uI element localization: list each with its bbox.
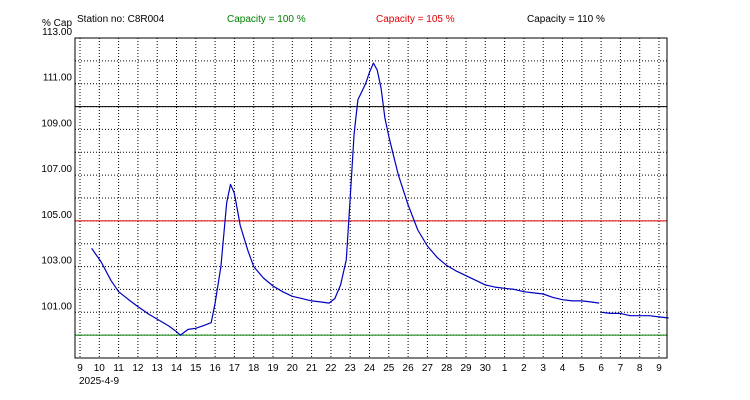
x-tick-label: 5 [579, 363, 585, 374]
x-tick-label: 25 [383, 363, 395, 374]
y-tick-label: 101.00 [41, 301, 72, 312]
series [91, 62, 669, 336]
x-tick-label: 2 [521, 363, 527, 374]
x-tick-label: 16 [210, 363, 222, 374]
legend-capacity-100: Capacity = 100 % [227, 14, 306, 25]
series-line [601, 311, 669, 319]
x-tick-label: 9 [77, 363, 83, 374]
x-tick-label: 11 [113, 363, 124, 374]
station-label: Station no: C8R004 [77, 14, 165, 25]
x-tick-label: 27 [422, 363, 434, 374]
y-axis-label: % Cap [42, 18, 72, 29]
x-tick-label: 26 [403, 363, 415, 374]
x-tick-label: 28 [441, 363, 453, 374]
x-tick-label: 14 [171, 363, 183, 374]
y-ticks: 113.00 111.00 109.00 107.00 105.00 103.00 101.… [41, 27, 72, 312]
x-tick-label: 13 [152, 363, 164, 374]
x-tick-label: 21 [306, 363, 318, 374]
x-tick-label: 1 [502, 363, 508, 374]
y-tick-label: 103.00 [41, 256, 72, 267]
x-ticks: 9 10 11 12 13 14 15 16 17 18 19 20 21 22 23 24 25 26 27 28 2… [77, 363, 662, 374]
y-tick-label: 113.00 [42, 27, 72, 38]
x-tick-label: 15 [190, 363, 202, 374]
x-tick-label: 23 [345, 363, 357, 374]
x-tick-label: 10 [94, 363, 106, 374]
series-line [91, 62, 600, 336]
x-tick-label: 4 [560, 363, 566, 374]
x-tick-label: 24 [364, 363, 376, 374]
x-tick-label: 8 [637, 363, 643, 374]
y-tick-label: 111.00 [43, 73, 73, 84]
y-tick-label: 107.00 [41, 164, 72, 175]
date-label: 2025-4-9 [79, 376, 119, 387]
y-tick-label: 105.00 [41, 210, 72, 221]
x-tick-label: 19 [267, 363, 279, 374]
x-tick-label: 30 [480, 363, 492, 374]
plot-frame [74, 37, 668, 359]
legend-capacity-105: Capacity = 105 % [376, 14, 455, 25]
x-tick-label: 20 [287, 363, 299, 374]
x-tick-label: 18 [248, 363, 260, 374]
reference-lines [75, 106, 667, 336]
x-tick-label: 6 [598, 363, 604, 374]
x-tick-label: 9 [656, 363, 662, 374]
x-tick-label: 17 [229, 363, 241, 374]
legend-capacity-110: Capacity = 110 % [527, 14, 605, 25]
x-tick-label: 29 [460, 363, 472, 374]
x-tick-label: 7 [618, 363, 624, 374]
x-tick-label: 3 [540, 363, 546, 374]
x-tick-label: 12 [132, 363, 144, 374]
x-tick-label: 22 [325, 363, 337, 374]
y-tick-label: 109.00 [41, 118, 72, 129]
grid [75, 38, 667, 358]
